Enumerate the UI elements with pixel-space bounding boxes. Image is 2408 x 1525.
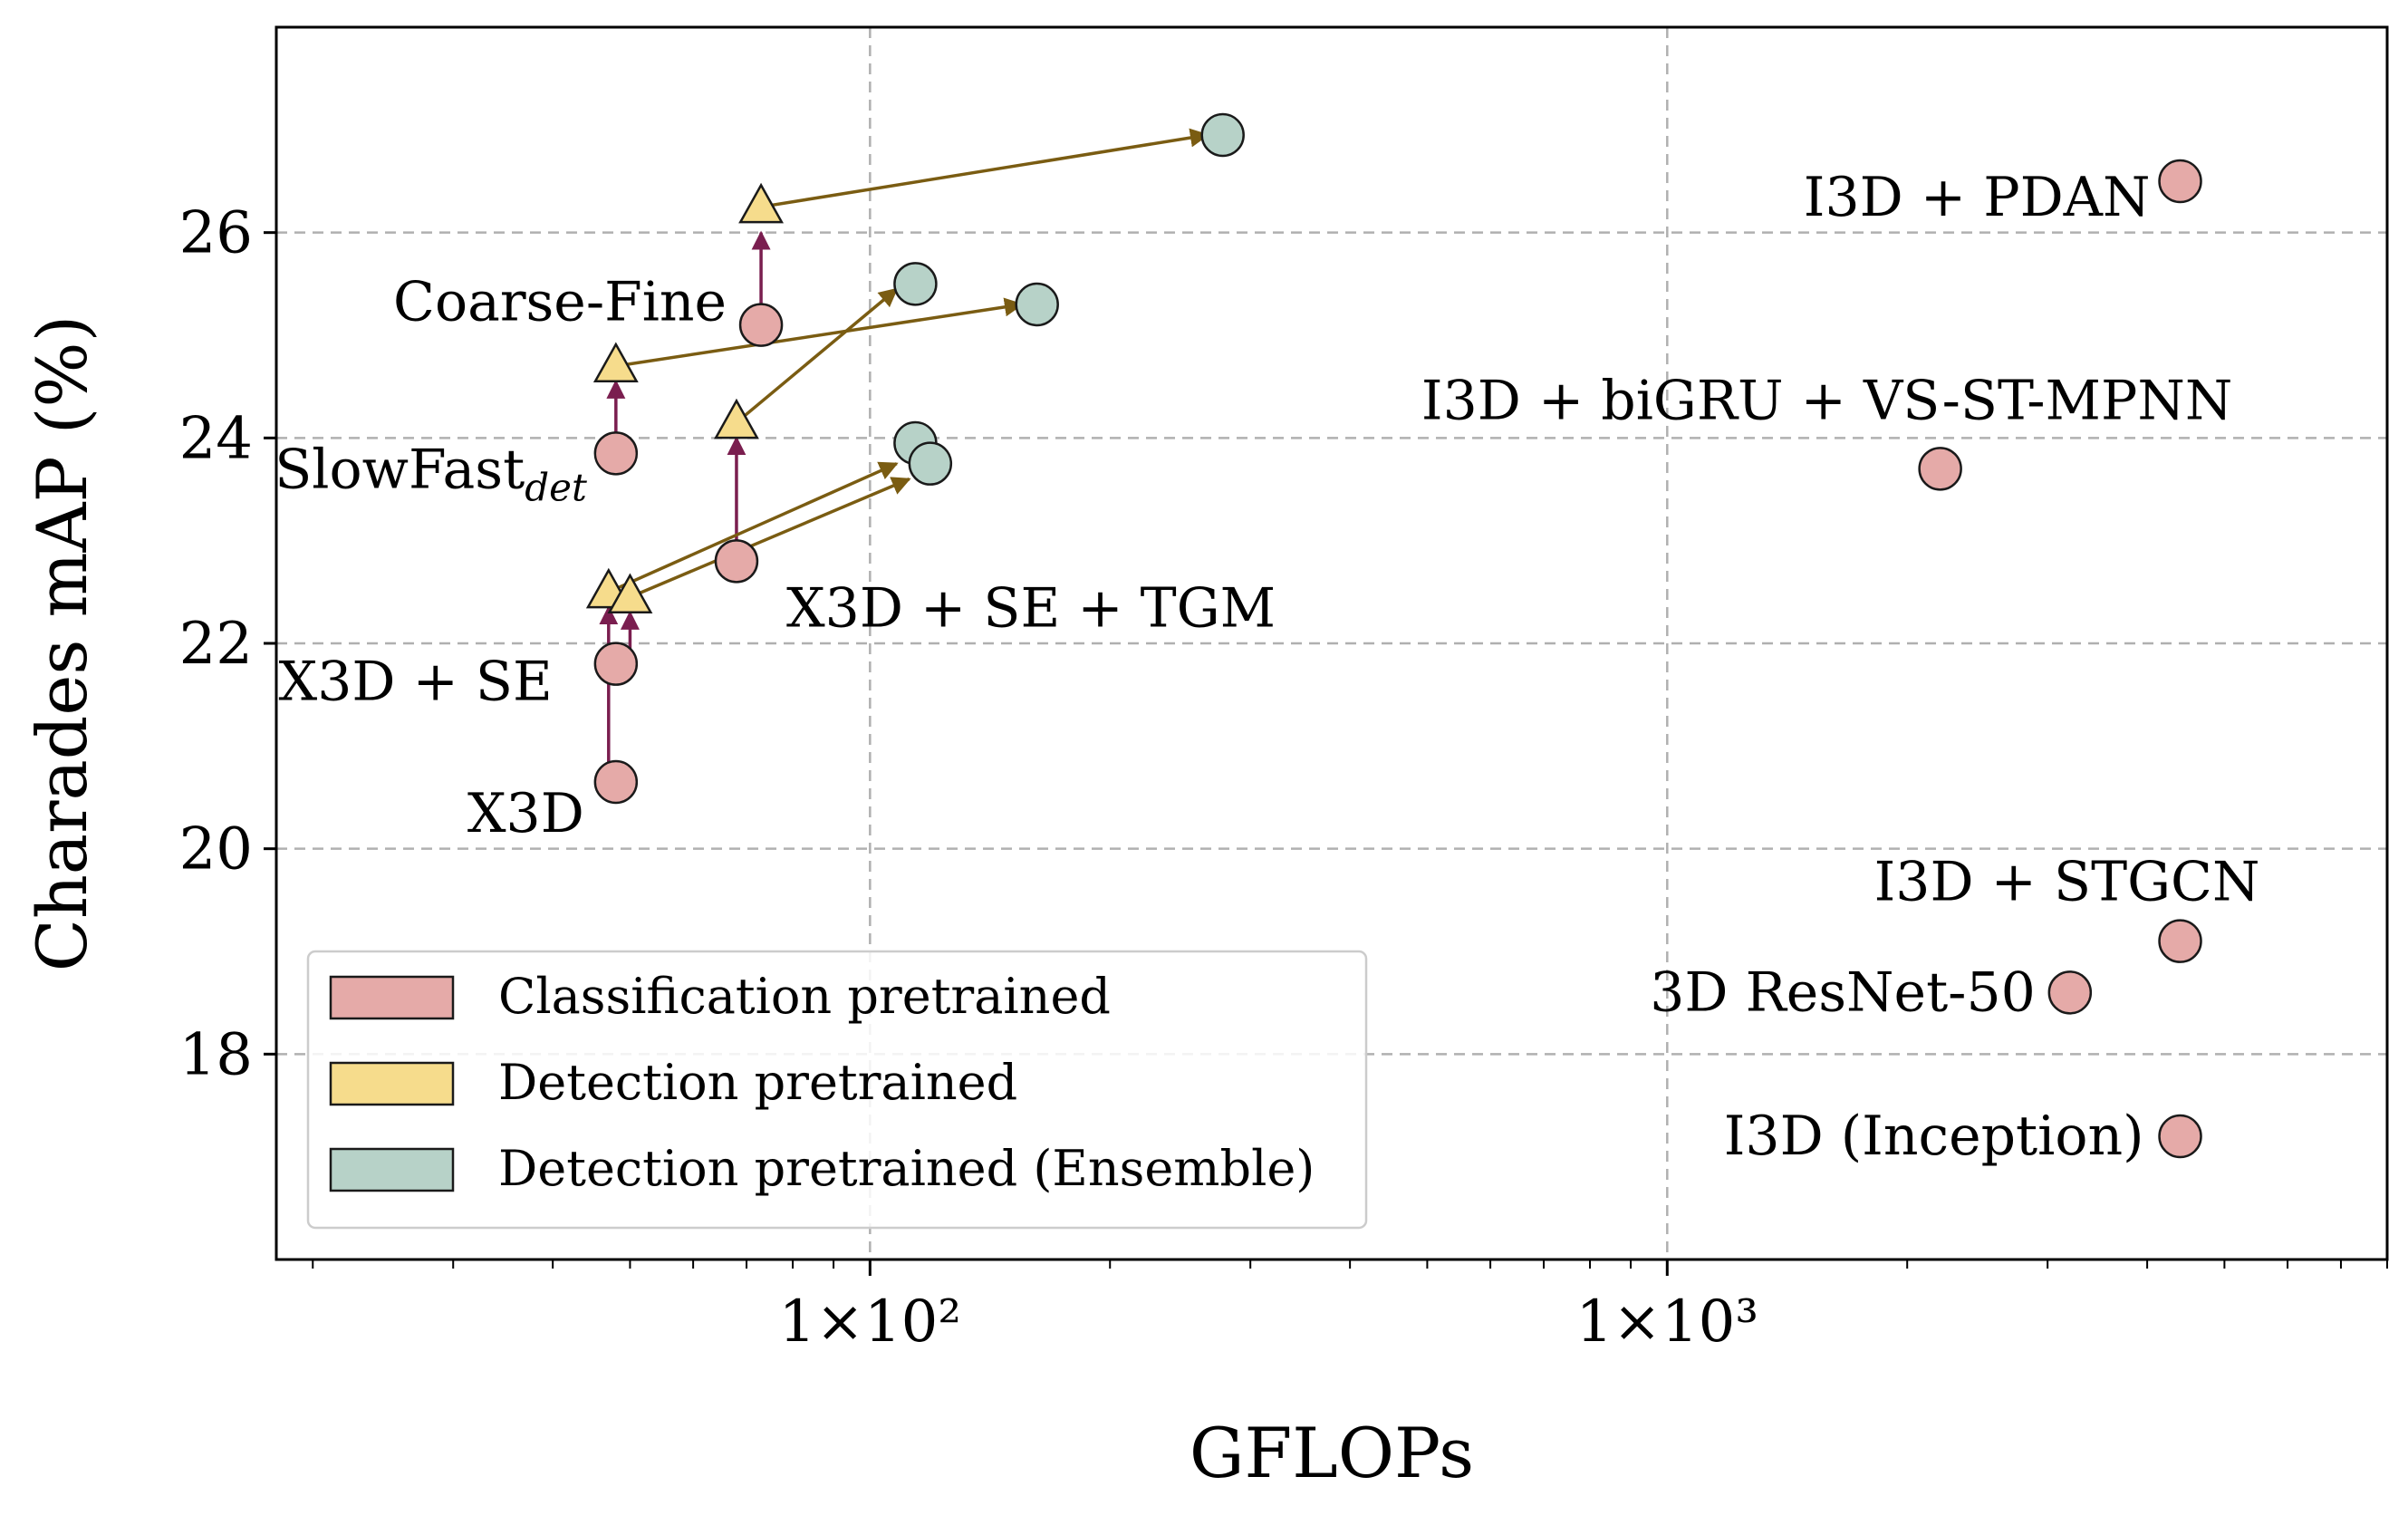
ensemble-point-3 [1015, 282, 1059, 327]
classification-point-5 [1918, 447, 1962, 491]
y-tick-label-0: 18 [179, 1021, 253, 1088]
classification-point-4 [738, 303, 784, 347]
x-tick-label-0: 1×10² [779, 1289, 961, 1356]
ensemble-point-1 [908, 441, 953, 486]
point-label-7: I3D + STGCN [1874, 851, 2260, 914]
point-label-6: I3D + PDAN [1804, 166, 2151, 229]
detection-point-4 [738, 182, 784, 224]
legend-label-2: Detection pretrained (Ensemble) [498, 1140, 1315, 1197]
ensemble-arrow-6 [629, 477, 911, 599]
detection-point-1 [607, 573, 653, 614]
legend-swatch-0 [329, 975, 455, 1020]
legend-box [306, 950, 1368, 1230]
point-label-sub-2: det [525, 465, 587, 509]
x-tick-label-1: 1×10³ [1576, 1289, 1758, 1356]
x-axis-label: GFLOPs [1190, 1413, 1474, 1493]
ensemble-arrow-8 [735, 287, 899, 424]
point-label-9: I3D (Inception) [1724, 1105, 2144, 1168]
axis-ticks: 18 20 22 24 26 1×10² 1×10³ [179, 200, 2388, 1356]
point-label-4: Coarse-Fine [393, 271, 727, 334]
ensemble-arrow-9 [760, 128, 1209, 209]
ensemble-point-4 [1200, 112, 1245, 158]
classification-point-6 [2158, 159, 2202, 204]
classification-point-9 [2158, 1114, 2202, 1159]
ensemble-point-2 [893, 262, 938, 306]
data-points [585, 112, 2202, 1159]
legend-swatch-2 [329, 1147, 455, 1192]
y-tick-label-3: 24 [179, 405, 253, 472]
classification-point-0 [593, 759, 639, 805]
classification-point-2 [593, 431, 639, 476]
point-label-3: X3D + SE + TGM [786, 576, 1276, 640]
detection-point-3 [714, 398, 759, 439]
point-label-8: 3D ResNet-50 [1650, 960, 2036, 1024]
y-tick-label-2: 22 [179, 611, 253, 678]
y-tick-label-4: 26 [179, 200, 253, 267]
ensemble-arrow-7 [615, 297, 1024, 368]
legend-label-1: Detection pretrained [498, 1054, 1017, 1111]
point-label-1: X3D + SE [279, 651, 553, 714]
point-labels: X3D X3D + SE SlowFastdet X3D + SE + TGM Coar… [275, 166, 2259, 1168]
legend-label-0: Classification pretrained [498, 968, 1111, 1025]
point-label-0: X3D [467, 782, 584, 845]
arrows [599, 128, 1209, 782]
legend: Classification pretrained Detection pretr… [306, 950, 1368, 1230]
classification-point-1 [593, 642, 639, 686]
classification-point-3 [714, 539, 759, 584]
ensemble-arrow-5 [608, 461, 899, 594]
point-label-5: I3D + biGRU + VS-ST-MPNN [1421, 369, 2232, 432]
legend-swatch-1 [329, 1061, 455, 1106]
point-label-2: SlowFastdet [275, 438, 587, 509]
classification-point-8 [2047, 970, 2093, 1015]
y-axis-label: Charades mAP (%) [22, 315, 102, 972]
classification-point-7 [2158, 919, 2202, 963]
y-tick-label-1: 20 [179, 816, 253, 883]
detection-point-2 [592, 342, 639, 383]
